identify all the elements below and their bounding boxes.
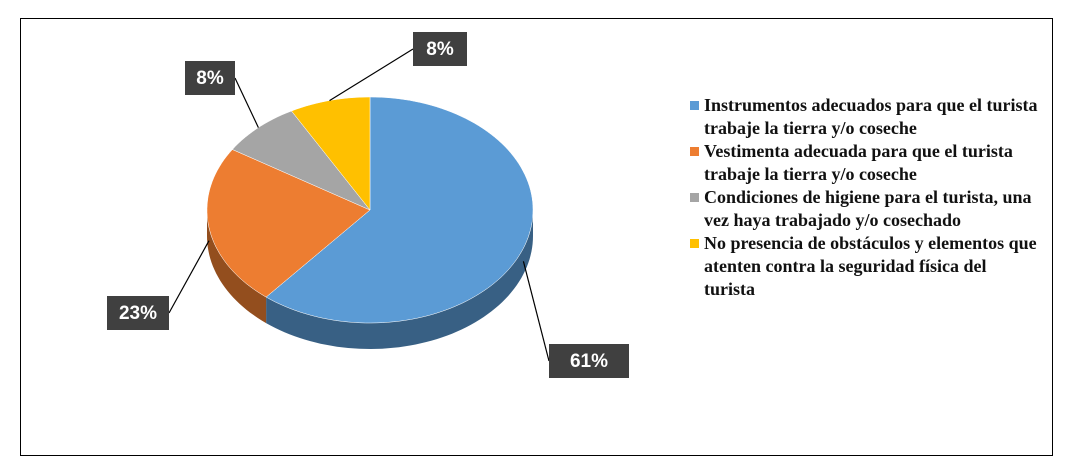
- data-label: 8%: [426, 39, 454, 60]
- leader-line: [168, 240, 210, 314]
- legend-label: Condiciones de higiene para el turista, …: [704, 187, 1032, 230]
- legend-swatch: [690, 193, 699, 202]
- data-label: 61%: [570, 351, 608, 372]
- legend-swatch: [690, 101, 699, 110]
- pie-slice: [265, 96, 534, 324]
- pie-side: [207, 210, 267, 324]
- data-label: 8%: [196, 68, 224, 89]
- legend-item: Vestimenta adecuada para que el turista …: [690, 140, 1040, 186]
- data-label-box: [413, 32, 467, 66]
- legend: Instrumentos adecuados para que el turis…: [690, 94, 1040, 301]
- leader-line: [234, 77, 259, 128]
- legend-label: Vestimenta adecuada para que el turista …: [704, 141, 1013, 184]
- leader-line: [522, 261, 550, 362]
- chart-border: [20, 18, 1053, 456]
- data-label-box: [185, 61, 235, 95]
- pie-slice: [206, 149, 371, 298]
- legend-swatch: [690, 239, 699, 248]
- data-label-box: [107, 296, 169, 330]
- pie-slice: [291, 96, 371, 211]
- legend-label: Instrumentos adecuados para que el turis…: [704, 95, 1038, 138]
- legend-item: Condiciones de higiene para el turista, …: [690, 186, 1040, 232]
- legend-item: Instrumentos adecuados para que el turis…: [690, 94, 1040, 140]
- pie-side: [266, 210, 533, 349]
- legend-item: No presencia de obstáculos y elementos q…: [690, 232, 1040, 301]
- leader-line: [329, 48, 414, 102]
- legend-label: No presencia de obstáculos y elementos q…: [704, 233, 1037, 299]
- legend-swatch: [690, 147, 699, 156]
- data-label-box: [549, 344, 629, 378]
- data-label: 23%: [119, 303, 157, 324]
